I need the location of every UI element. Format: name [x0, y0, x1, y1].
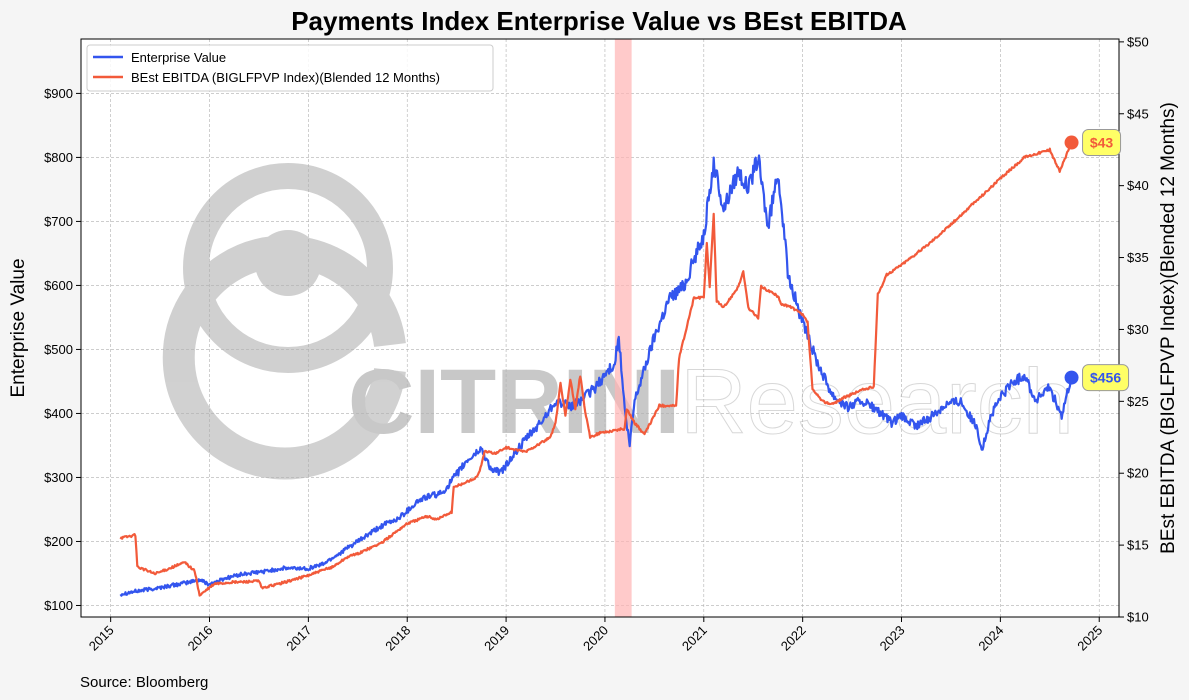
- x-tick-label: 2019: [481, 623, 512, 654]
- legend-label-enterprise-value: Enterprise Value: [131, 50, 226, 65]
- x-tick-label: 2021: [679, 623, 710, 654]
- watermark-logo-ring-icon: [183, 163, 393, 373]
- end-markers: $456 $43: [1064, 129, 1130, 392]
- x-tick-label: 2017: [283, 623, 314, 654]
- watermark-logo-arc-icon: [162, 235, 406, 480]
- y-left-tick-label: $800: [44, 150, 73, 165]
- end-marker-best-ebitda: [1064, 135, 1079, 150]
- y-left-tick-label: $200: [44, 534, 73, 549]
- y-left-tick-label: $700: [44, 214, 73, 229]
- y-right-tick-label: $35: [1127, 250, 1149, 265]
- x-tick-label: 2023: [877, 623, 908, 654]
- x-tick-label: 2020: [580, 623, 611, 654]
- y-axis-left-label: Enterprise Value: [8, 258, 29, 397]
- y-left-tick-label: $100: [44, 598, 73, 613]
- series-line-enterprise-value: [119, 154, 1073, 597]
- y-right-tick-label: $50: [1127, 34, 1149, 49]
- y-right-tick-label: $40: [1127, 178, 1149, 193]
- x-tick-label: 2025: [1074, 623, 1105, 654]
- x-tick-label: 2022: [778, 623, 809, 654]
- plot-frame: [80, 38, 1120, 618]
- y-left-tick-label: $900: [44, 86, 73, 101]
- watermark-text: CITRINIResearch: [348, 351, 1074, 453]
- y-left-tick-label: $400: [44, 406, 73, 421]
- y-axis-right-label: BEst EBITDA (BIGLFPVP Index)(Blended 12 …: [1158, 102, 1179, 554]
- x-tick-label: 2018: [382, 623, 413, 654]
- x-axis: 2015 2016 2017 2018 2019 2020 2021 2022 2023 2024…: [86, 617, 1105, 654]
- shaded-band: [614, 39, 632, 617]
- x-tick-label: 2016: [185, 623, 216, 654]
- end-marker-enterprise-value: [1064, 370, 1079, 385]
- y-right-tick-label: $20: [1127, 466, 1149, 481]
- y-right-tick-label: $15: [1127, 538, 1149, 553]
- y-left-tick-label: $300: [44, 470, 73, 485]
- end-label-box-enterprise-value: [1082, 364, 1130, 392]
- end-label-enterprise-value: $456: [1090, 370, 1121, 386]
- y-right-tick-label: $25: [1127, 394, 1149, 409]
- x-tick-label: 2024: [975, 623, 1006, 654]
- plot-area: [81, 39, 1119, 617]
- chart-title: Payments Index Enterprise Value vs BEst …: [291, 6, 907, 36]
- y-left-tick-label: $500: [44, 342, 73, 357]
- series-lines: [119, 142, 1073, 597]
- y-right-tick-label: $30: [1127, 322, 1149, 337]
- end-label-box-best-ebitda: [1082, 129, 1122, 157]
- legend-box: [86, 44, 494, 92]
- y-left-tick-label: $600: [44, 278, 73, 293]
- watermark-text-light: Research: [680, 351, 1074, 453]
- legend: Enterprise Value BEst EBITDA (BIGLFPVP I…: [86, 44, 494, 92]
- y-axis-right: $10 $15 $20 $25 $30 $35 $40 $45 $50: [1119, 34, 1149, 625]
- y-right-tick-label: $10: [1127, 610, 1149, 625]
- y-axis-left: $100 $200 $300 $400 $500 $600 $700 $800 $900: [44, 86, 81, 613]
- y-right-tick-label: $45: [1127, 106, 1149, 121]
- legend-label-best-ebitda: BEst EBITDA (BIGLFPVP Index)(Blended 12 …: [131, 70, 440, 85]
- source-note: Source: Bloomberg: [80, 674, 208, 691]
- shaded-band-rect: [614, 39, 632, 617]
- x-tick-label: 2015: [86, 623, 117, 654]
- watermark-logo: [162, 163, 406, 480]
- end-label-best-ebitda: $43: [1090, 135, 1114, 151]
- series-line-best-ebitda: [119, 142, 1073, 597]
